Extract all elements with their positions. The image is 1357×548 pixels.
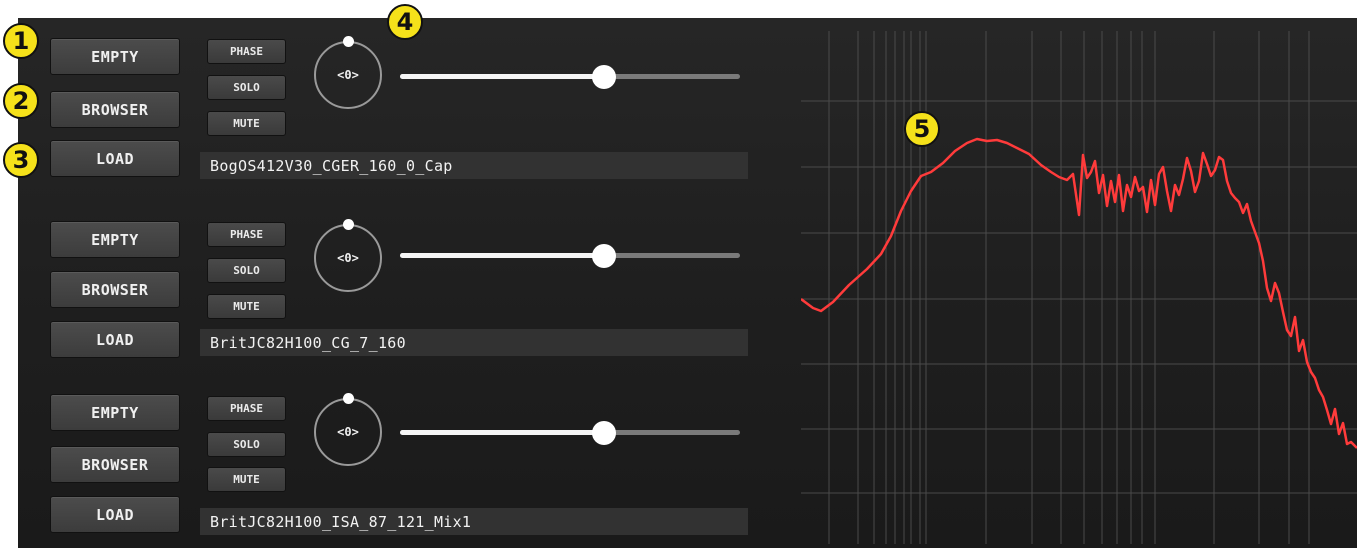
callout-badge-5: 5 <box>904 111 940 147</box>
ir-slot-2: EMPTY BROWSER LOAD PHASE SOLO MUTE <0> B… <box>18 201 798 371</box>
level-slider[interactable] <box>400 244 740 268</box>
level-slider-fill <box>400 430 604 435</box>
empty-button[interactable]: EMPTY <box>50 394 180 431</box>
knob-value: <0> <box>337 251 359 265</box>
phase-button[interactable]: PHASE <box>207 396 286 421</box>
browser-button[interactable]: BROWSER <box>50 271 180 308</box>
phase-button[interactable]: PHASE <box>207 222 286 247</box>
level-slider-thumb[interactable] <box>592 421 616 445</box>
load-button[interactable]: LOAD <box>50 140 180 177</box>
mute-button[interactable]: MUTE <box>207 467 286 492</box>
ir-slot-3: EMPTY BROWSER LOAD PHASE SOLO MUTE <0> B… <box>18 376 798 546</box>
browser-button[interactable]: BROWSER <box>50 91 180 128</box>
solo-button[interactable]: SOLO <box>207 75 286 100</box>
ir-name-field: BritJC82H100_ISA_87_121_Mix1 <box>200 508 748 535</box>
callout-badge-1: 1 <box>3 23 39 59</box>
pan-knob[interactable]: <0> <box>314 36 382 109</box>
frequency-response-graph <box>801 31 1357 544</box>
solo-button[interactable]: SOLO <box>207 432 286 457</box>
level-slider-thumb[interactable] <box>592 65 616 89</box>
mute-button[interactable]: MUTE <box>207 294 286 319</box>
callout-badge-4: 4 <box>387 4 423 40</box>
empty-button[interactable]: EMPTY <box>50 38 180 75</box>
callout-badge-3: 3 <box>3 142 39 178</box>
level-slider-thumb[interactable] <box>592 244 616 268</box>
level-slider[interactable] <box>400 421 740 445</box>
knob-value: <0> <box>337 68 359 82</box>
level-slider[interactable] <box>400 65 740 89</box>
browser-button[interactable]: BROWSER <box>50 446 180 483</box>
knob-indicator <box>342 393 354 404</box>
graph-grid <box>801 31 1357 544</box>
ir-loader-panel: EMPTY BROWSER LOAD PHASE SOLO MUTE <0> B… <box>18 18 1357 548</box>
callout-badge-2: 2 <box>3 83 39 119</box>
empty-button[interactable]: EMPTY <box>50 221 180 258</box>
ir-name-field: BogOS412V30_CGER_160_0_Cap <box>200 152 748 179</box>
level-slider-fill <box>400 74 604 79</box>
pan-knob[interactable]: <0> <box>314 219 382 292</box>
mute-button[interactable]: MUTE <box>207 111 286 136</box>
phase-button[interactable]: PHASE <box>207 39 286 64</box>
load-button[interactable]: LOAD <box>50 321 180 358</box>
knob-indicator <box>342 219 354 230</box>
knob-indicator <box>342 36 354 47</box>
knob-value: <0> <box>337 425 359 439</box>
ir-slot-1: EMPTY BROWSER LOAD PHASE SOLO MUTE <0> B… <box>18 18 798 188</box>
level-slider-fill <box>400 253 604 258</box>
frequency-response-curve <box>801 137 1357 449</box>
solo-button[interactable]: SOLO <box>207 258 286 283</box>
load-button[interactable]: LOAD <box>50 496 180 533</box>
ir-name-field: BritJC82H100_CG_7_160 <box>200 329 748 356</box>
pan-knob[interactable]: <0> <box>314 393 382 466</box>
